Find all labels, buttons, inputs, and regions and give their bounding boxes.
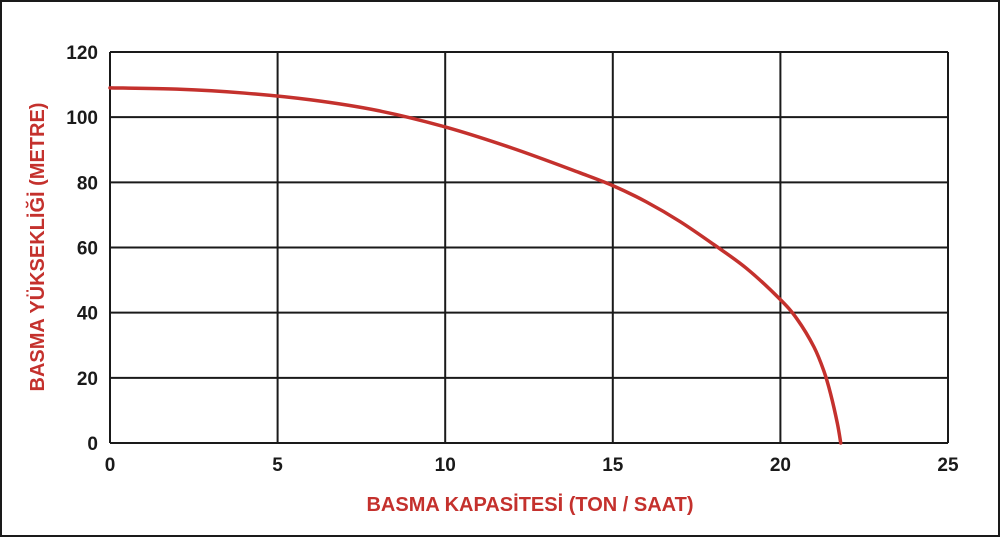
x-tick-label: 20 (770, 455, 791, 476)
x-tick-label: 5 (272, 455, 283, 476)
y-tick-label: 100 (66, 108, 98, 129)
tick-labels: 0 5 10 15 20 25 0 20 40 60 80 100 120 (66, 43, 959, 476)
y-tick-label: 60 (77, 239, 98, 260)
x-axis-title: BASMA KAPASİTESİ (TON / SAAT) (366, 493, 693, 516)
series-layer (108, 86, 843, 445)
y-axis-title: BASMA YÜKSEKLİĞİ (METRE) (25, 103, 49, 392)
y-tick-label: 80 (77, 173, 98, 194)
grid-lines (109, 51, 949, 444)
series-line (108, 86, 843, 445)
x-tick-label: 25 (937, 455, 959, 476)
y-tick-label: 0 (87, 434, 98, 455)
x-tick-label: 10 (435, 455, 456, 476)
x-tick-label: 0 (105, 455, 116, 476)
y-tick-label: 40 (77, 304, 98, 325)
y-tick-label: 120 (66, 43, 98, 64)
x-tick-label: 15 (602, 455, 624, 476)
y-tick-label: 20 (77, 369, 98, 390)
